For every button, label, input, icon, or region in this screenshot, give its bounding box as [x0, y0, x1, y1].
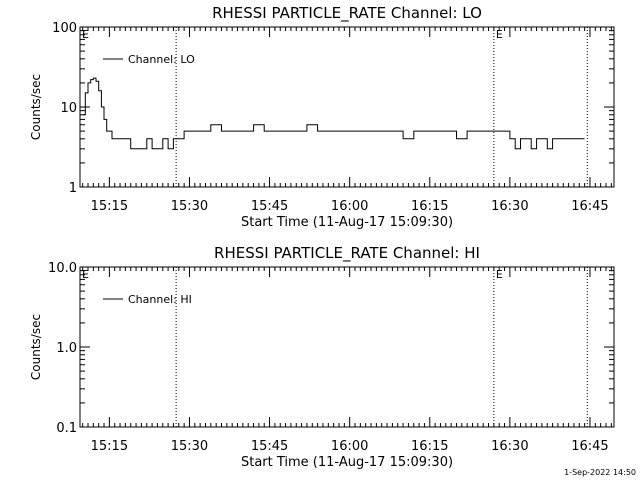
y-tick-label: 10	[60, 101, 77, 116]
x-tick-label: 15:45	[251, 439, 288, 454]
chart-title: RHESSI PARTICLE_RATE Channel: HI	[214, 244, 480, 263]
corner-label: E	[82, 268, 89, 281]
footer-timestamp: 1-Sep-2022 14:50	[564, 468, 636, 477]
plot-frame	[79, 26, 615, 188]
x-tick-label: 16:30	[491, 199, 528, 214]
legend-label: Channel: LO	[128, 53, 195, 66]
y-tick-label: 1.0	[56, 341, 77, 356]
x-axis-label: Start Time (11-Aug-17 15:09:30)	[241, 455, 453, 470]
x-tick-label: 16:45	[571, 439, 608, 454]
corner-label: E	[82, 28, 89, 41]
y-axis-label: Counts/sec	[29, 74, 43, 140]
series-line-1	[82, 77, 585, 150]
x-tick-label: 16:45	[571, 199, 608, 214]
chart-title: RHESSI PARTICLE_RATE Channel: LO	[212, 4, 482, 23]
x-tick-label: 16:00	[331, 439, 368, 454]
event-marker-label: E	[496, 268, 503, 281]
x-tick-label: 16:15	[411, 439, 448, 454]
x-tick-label: 15:45	[251, 199, 288, 214]
x-tick-label: 16:30	[491, 439, 528, 454]
x-tick-label: 15:15	[91, 439, 128, 454]
plot-frame	[79, 266, 615, 428]
x-tick-label: 15:30	[171, 439, 208, 454]
y-tick-label: 1	[69, 181, 77, 196]
x-tick-label: 16:00	[331, 199, 368, 214]
x-tick-label: 15:15	[91, 199, 128, 214]
x-tick-label: 16:15	[411, 199, 448, 214]
event-marker-label: E	[496, 28, 503, 41]
x-tick-label: 15:30	[171, 199, 208, 214]
y-tick-label: 100	[52, 21, 77, 36]
x-axis-label: Start Time (11-Aug-17 15:09:30)	[241, 215, 453, 230]
y-tick-label: 10.0	[48, 261, 77, 276]
y-axis-label: Counts/sec	[29, 314, 43, 380]
legend-label: Channel: HI	[128, 293, 192, 306]
y-tick-label: 0.1	[56, 421, 77, 436]
